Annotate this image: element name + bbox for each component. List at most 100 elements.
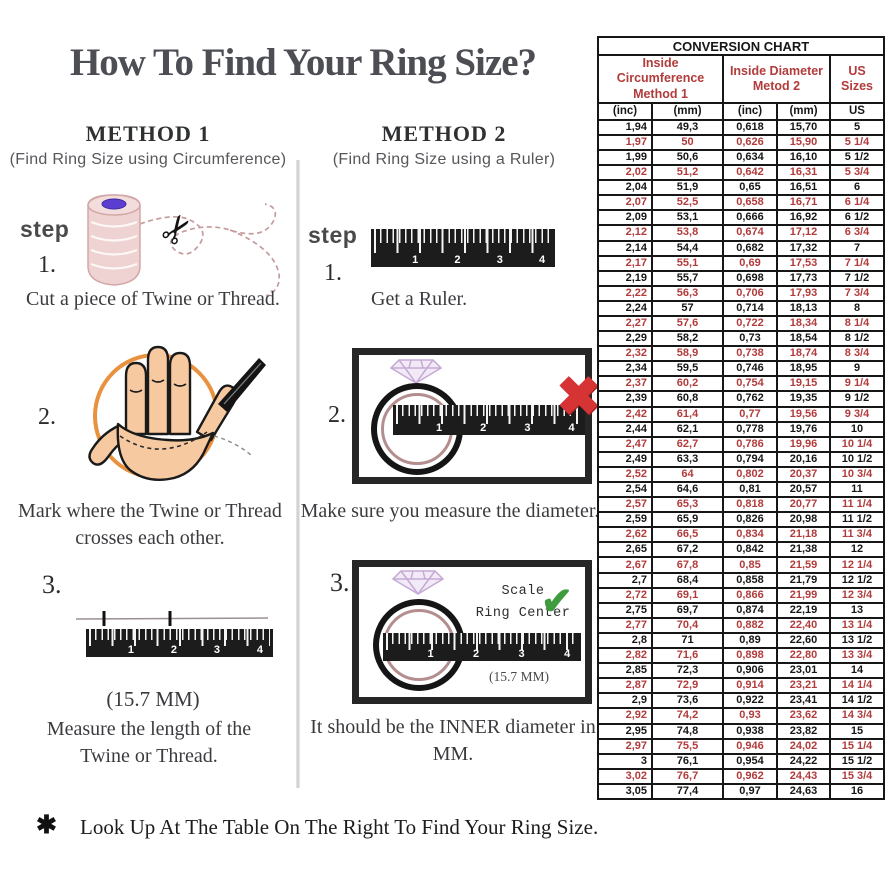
cell: 58,9 — [651, 345, 724, 363]
cell: 22,80 — [776, 647, 831, 665]
cell: 0,634 — [722, 148, 778, 167]
cell: 2,49 — [597, 450, 653, 468]
cell: 20,16 — [776, 450, 831, 468]
cell: 2,19 — [597, 269, 653, 287]
cell: 0,954 — [722, 752, 778, 770]
cell: 2,59 — [597, 511, 653, 529]
ring-finger — [168, 351, 192, 436]
cell: 56,3 — [651, 284, 724, 302]
cell: 2,9 — [597, 692, 653, 710]
cell: (inc) — [722, 101, 778, 121]
cell: 60,8 — [651, 390, 724, 408]
cell: 21,79 — [776, 571, 831, 589]
cell: 62,1 — [651, 420, 724, 438]
cell: 2,39 — [597, 390, 653, 408]
cell: 12 1/2 — [829, 571, 885, 589]
cell: 72,9 — [651, 677, 724, 695]
cell: 76,7 — [651, 767, 724, 785]
cell: 10 — [829, 420, 885, 438]
table-row: 2,22 56,3 0,706 17,93 7 3/4 — [597, 284, 885, 302]
cell: 15 1/2 — [829, 752, 885, 770]
ruler-over-ring-top: 1 2 3 4 — [393, 405, 585, 435]
cell: 24,02 — [776, 737, 831, 755]
cell: 23,82 — [776, 722, 831, 740]
ruler-number: 2 — [472, 648, 480, 660]
correct-measure-box: Scale Ring Center ✔ 1 2 3 4 (15.7 MM) — [352, 560, 592, 704]
index-finger — [124, 361, 148, 436]
table-row: 2,44 62,1 0,778 19,76 10 — [597, 420, 885, 438]
cell: 2,27 — [597, 314, 653, 333]
cell: 0,666 — [722, 209, 778, 227]
ruler-method2: 1 2 3 4 — [371, 229, 555, 267]
cell: 16,10 — [776, 148, 831, 167]
cell: 20,77 — [776, 496, 831, 514]
cell: 14 3/4 — [829, 707, 885, 725]
cell: 0,762 — [722, 390, 778, 408]
cell: 23,01 — [776, 662, 831, 680]
cell: 0,81 — [722, 480, 778, 499]
cell: 0,834 — [722, 526, 778, 544]
cell: 0,842 — [722, 541, 778, 559]
hand-illustration — [88, 345, 266, 481]
cell: 2,42 — [597, 405, 653, 423]
cell: 12 3/4 — [829, 586, 885, 604]
cell: 75,5 — [651, 737, 724, 755]
cell: 12 — [829, 541, 885, 559]
cell: 2,77 — [597, 616, 653, 634]
table-row: 2,87 72,9 0,914 23,21 14 1/4 — [597, 677, 885, 695]
cell: CONVERSION CHART — [597, 36, 885, 56]
cell: 2,52 — [597, 465, 653, 484]
cell: 3,05 — [597, 782, 653, 801]
cell: 22,60 — [776, 631, 831, 650]
cell: 20,98 — [776, 511, 831, 529]
cell: 19,15 — [776, 375, 831, 393]
cell: 2,72 — [597, 586, 653, 604]
cell: 11 — [829, 480, 885, 499]
method2-step3-number: 3. — [330, 568, 350, 597]
table-row: Inside Circumference Method 1 Inside Diam… — [597, 54, 885, 104]
cell: 15,90 — [776, 133, 831, 151]
method1-step2-text: Mark where the Twine or Thread crosses e… — [18, 500, 282, 549]
ruler-number: 4 — [539, 254, 546, 266]
cell: 12 1/4 — [829, 556, 885, 574]
cell: 14 1/2 — [829, 692, 885, 710]
cell: 0,722 — [722, 314, 778, 333]
page-title: How To Find Your Ring Size? — [69, 41, 537, 84]
cell: 73,6 — [651, 692, 724, 710]
footer-note: Look Up At The Table On The Right To Fin… — [80, 815, 599, 839]
conversion-table: CONVERSION CHART Inside Circumference Met… — [597, 36, 885, 801]
cell: 0,786 — [722, 435, 778, 453]
ruler-number: 1 — [412, 254, 419, 266]
cell: 2,02 — [597, 164, 653, 182]
cell: 21,18 — [776, 526, 831, 544]
table-row: 2,92 74,2 0,93 23,62 14 3/4 — [597, 707, 885, 725]
cell: 0,802 — [722, 465, 778, 484]
cell: 0,658 — [722, 194, 778, 212]
table-row: 2,59 65,9 0,826 20,98 11 1/2 — [597, 511, 885, 529]
table-row: 2,9 73,6 0,922 23,41 14 1/2 — [597, 692, 885, 710]
cell: 0,914 — [722, 677, 778, 695]
cell: 3 — [597, 752, 653, 770]
thumb — [88, 424, 124, 466]
cell: 23,21 — [776, 677, 831, 695]
table-row: 3 76,1 0,954 24,22 15 1/2 — [597, 752, 885, 770]
check-icon: ✔ — [541, 581, 573, 623]
ruler-number: 1 — [436, 422, 443, 434]
cell: 65,9 — [651, 511, 724, 529]
cell: 0,746 — [722, 360, 778, 378]
cell: 2,17 — [597, 254, 653, 272]
cell: 2,04 — [597, 179, 653, 197]
cell: 0,818 — [722, 496, 778, 514]
ruler-number: 2 — [480, 422, 487, 434]
cell: 0,714 — [722, 299, 778, 317]
cell: 20,57 — [776, 480, 831, 499]
cell: 51,9 — [651, 179, 724, 197]
cell: 0,898 — [722, 647, 778, 665]
cell: 7 1/4 — [829, 254, 885, 272]
cell: 53,1 — [651, 209, 724, 227]
table-row: 2,04 51,9 0,65 16,51 6 — [597, 179, 885, 197]
cell: 2,37 — [597, 375, 653, 393]
cell: 0,738 — [722, 345, 778, 363]
table-row: 2,77 70,4 0,882 22,40 13 1/4 — [597, 616, 885, 634]
table-row: 2,47 62,7 0,786 19,96 10 1/4 — [597, 435, 885, 453]
